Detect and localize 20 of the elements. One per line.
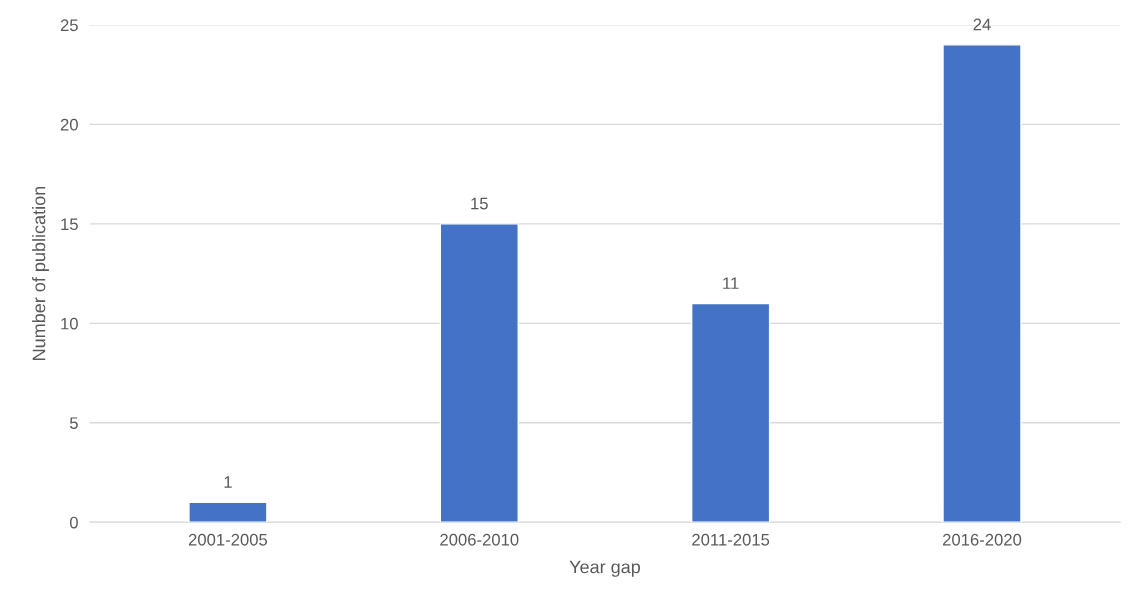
y-axis-title: Number of publication bbox=[32, 186, 49, 360]
x-tick-label: 2016-2020 bbox=[942, 533, 1022, 546]
x-axis-title: Year gap bbox=[569, 560, 641, 577]
bar bbox=[439, 223, 519, 523]
y-tick-label: 25 bbox=[60, 19, 78, 32]
y-tick-label: 15 bbox=[61, 218, 78, 231]
y-tick-label: 5 bbox=[69, 417, 78, 430]
y-tick-label: 20 bbox=[60, 118, 78, 131]
bar bbox=[690, 302, 771, 523]
data-label: 15 bbox=[471, 197, 488, 210]
y-tick-label: 0 bbox=[69, 516, 78, 529]
data-label: 24 bbox=[973, 18, 991, 31]
x-tick-label: 2011-2015 bbox=[692, 533, 770, 546]
data-label: 1 bbox=[224, 476, 232, 488]
x-tick-label: 2001-2005 bbox=[188, 533, 268, 546]
bar bbox=[188, 501, 268, 523]
y-tick-label: 10 bbox=[61, 317, 78, 330]
bar bbox=[942, 44, 1022, 523]
x-tick-label: 2006-2010 bbox=[440, 533, 519, 546]
data-label: 11 bbox=[723, 277, 739, 289]
